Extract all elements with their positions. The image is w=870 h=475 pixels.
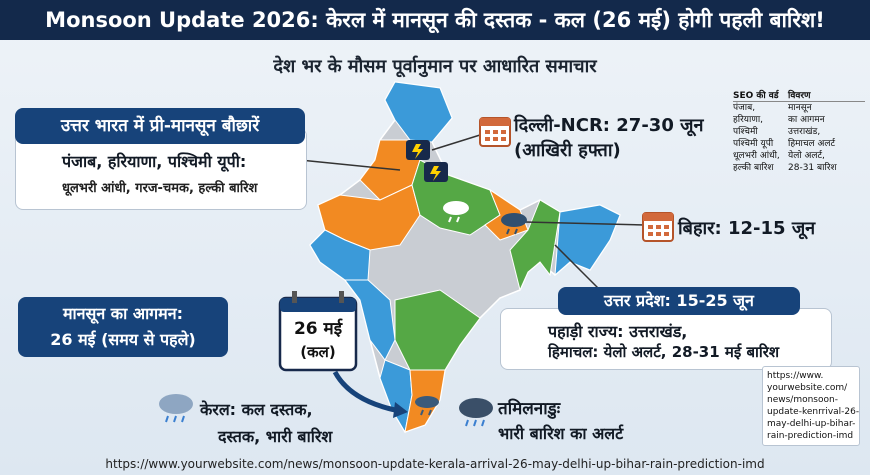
map-rain-icon: [501, 213, 527, 235]
delhi-line: (आखिरी हफ्ता): [514, 140, 621, 161]
seo-table: SEO की वर्ड विवरण पंजाब, मानसून हरियाणा, का आ…: [733, 88, 865, 174]
connector: [554, 244, 601, 291]
big-calendar: [278, 291, 358, 372]
seo-header: विवरण: [788, 91, 811, 101]
url-line: yourwebsite.com/: [767, 383, 848, 393]
delhi-line: दिल्ली-NCR: 27-30 जून: [514, 115, 704, 136]
url-box: https://www. yourwebsite.com/news/monsoon…: [762, 366, 860, 446]
calendar-icon: [479, 117, 511, 147]
seo-cell: धूलभरी आंधी,: [733, 151, 780, 161]
url-line: news/monsoon-: [767, 395, 838, 405]
tamil-nadu-line: तमिलनाडुः: [498, 399, 561, 419]
seo-row: धूलभरी आंधी, येलो अलर्ट,: [733, 150, 865, 162]
calendar-date: 26 मई: [293, 319, 343, 339]
footer-url: https://www.yourwebsite.com/news/monsoon…: [105, 457, 765, 471]
kerala-line: दस्तक, भारी बारिश: [218, 427, 333, 446]
north-detail: धूलभरी आंधी, गरज-चमक, हल्की बारिश: [62, 181, 258, 196]
hills-line: हिमाचल: येलो अलर्ट, 28-31 मई बारिश: [548, 343, 780, 361]
seo-cell: हरियाणा,: [733, 115, 764, 125]
seo-row: हल्की बारिश 28-31 बारिश: [733, 162, 865, 174]
url-line: rain-prediction-imd: [767, 431, 854, 441]
map-rain-icon: [415, 396, 439, 416]
map-storm-icon: [424, 162, 448, 182]
map-region-rajasthan: [317, 184, 421, 251]
map-region-south: [394, 289, 481, 371]
arrow-head: [393, 402, 408, 418]
url-line: https://www.: [767, 371, 824, 381]
seo-row: पश्चिमी यूपी हिमाचल अलर्ट: [733, 138, 865, 150]
seo-cell: हिमाचल अलर्ट: [788, 139, 836, 149]
connector: [524, 221, 646, 226]
hills-line: पहाड़ी राज्य: उत्तराखंड,: [548, 322, 688, 341]
seo-cell: हल्की बारिश: [733, 163, 774, 173]
subtitle: देश भर के मौसम पूर्वानुमान पर आधारित समा…: [273, 56, 597, 77]
hills-card: [500, 308, 832, 370]
calendar-icon: [642, 212, 674, 242]
map-region-northeast: [554, 204, 621, 277]
map-rain-icon: [443, 201, 469, 223]
map-region-gujarat: [309, 229, 371, 281]
map-storm-icon: [406, 140, 430, 160]
seo-cell: पंजाब,: [733, 103, 756, 113]
arrow: [332, 370, 396, 413]
seo-cell: मानसून: [788, 103, 812, 113]
map-region-west-coast: [344, 279, 396, 361]
arrival-line: 26 मई (समय से पहले): [50, 330, 196, 349]
seo-header: SEO की वर्ड: [733, 91, 779, 101]
url-line: update-kenrrival-26-: [767, 407, 860, 417]
seo-cell: येलो अलर्ट,: [788, 151, 825, 161]
north-region: पंजाब, हरियाणा, पश्चिमी यूपी:: [62, 152, 247, 171]
seo-cell: 28-31 बारिश: [788, 163, 837, 173]
kerala-line: केरल: कल दस्तक,: [200, 400, 313, 419]
arrival-box: मानसून का आगमन: 26 मई (समय से पहले): [18, 297, 228, 357]
seo-row: हरियाणा, का आगमन: [733, 114, 865, 126]
seo-cell: उत्तराखंड,: [788, 127, 821, 137]
seo-cell: पश्चिमी: [733, 127, 758, 137]
bihar-label: बिहार: 12-15 जून: [678, 218, 816, 239]
seo-cell: पश्चिमी यूपी: [733, 139, 774, 149]
up-heading: उत्तर प्रदेश: 15-25 जून: [558, 287, 800, 315]
seo-cell: का आगमन: [788, 115, 825, 125]
connector: [299, 159, 401, 171]
seo-row: पश्चिमी उत्तराखंड,: [733, 126, 865, 138]
calendar-note: (कल): [300, 343, 336, 361]
connector: [431, 134, 481, 151]
arrival-line: मानसून का आगमन:: [62, 304, 184, 323]
rain-cloud-icon: [159, 394, 193, 423]
rain-cloud-icon: [459, 398, 493, 427]
seo-header-row: SEO की वर्ड विवरण: [733, 88, 865, 102]
tamil-nadu-line: भारी बारिश का अलर्ट: [498, 424, 624, 443]
url-line: may-delhi-up-bihar-: [767, 419, 856, 429]
title: Monsoon Update 2026: केरल में मानसून की …: [0, 0, 870, 40]
seo-row: पंजाब, मानसून: [733, 102, 865, 114]
north-heading: उत्तर भारत में प्री-मानसून बौछारें: [15, 108, 305, 144]
